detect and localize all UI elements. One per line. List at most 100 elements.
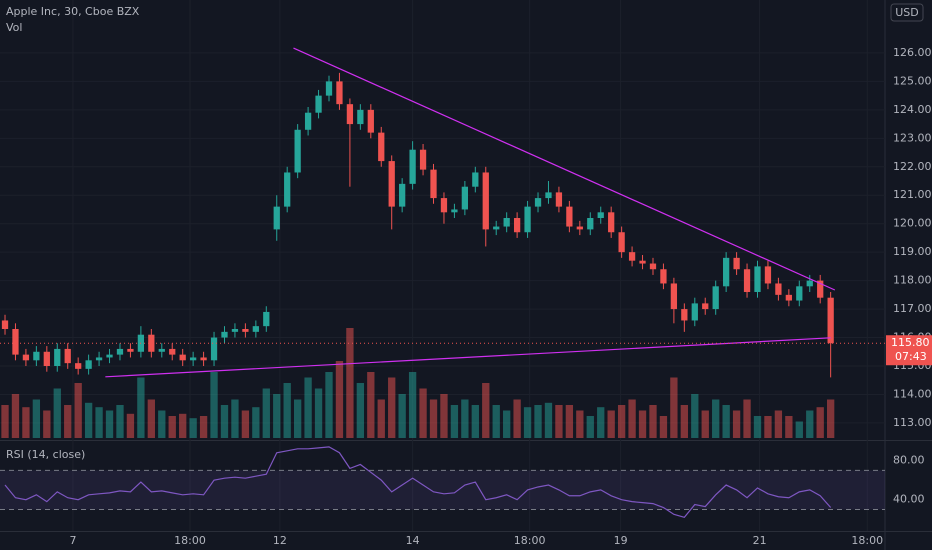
volume-bar	[670, 377, 678, 438]
candle-body	[597, 212, 604, 219]
volume-bar	[555, 405, 563, 438]
y-tick-label: 122.00	[893, 160, 932, 173]
volume-bar	[199, 416, 208, 438]
candle-body	[827, 297, 834, 344]
grid	[0, 0, 885, 531]
volume-bar	[147, 399, 155, 438]
y-tick-label: 114.00	[893, 387, 932, 400]
volume-bar	[785, 416, 793, 438]
candle-body	[785, 294, 792, 301]
candle-body	[221, 331, 228, 338]
rsi-label: RSI (14, close)	[6, 448, 85, 461]
candle-body	[775, 283, 782, 295]
volume-bar	[712, 399, 720, 438]
volume-bar	[732, 410, 741, 438]
candle-body	[200, 357, 207, 361]
candle-body	[148, 334, 155, 352]
volume-bar	[826, 399, 835, 438]
candle-body	[294, 129, 301, 173]
volume-bar	[513, 399, 521, 438]
candle-body	[378, 132, 385, 162]
y-tick-label: 123.00	[893, 131, 932, 144]
candle-body	[712, 286, 719, 310]
volume-bar	[471, 405, 479, 438]
y-tick-label: 125.00	[893, 74, 932, 87]
volume-bar	[461, 399, 469, 438]
volume-bar	[440, 394, 448, 438]
x-tick-label: 18:00	[514, 534, 546, 547]
volume-bar	[262, 388, 270, 438]
last-price-box	[886, 335, 932, 366]
candle-body	[576, 226, 583, 230]
candle-body	[754, 266, 761, 293]
rsi-tick-label: 80.00	[893, 454, 925, 467]
volume-bar	[252, 407, 260, 438]
y-tick-label: 120.00	[893, 217, 932, 230]
volume-bar	[628, 399, 636, 438]
candle-body	[367, 109, 374, 133]
volume-bar	[293, 399, 302, 438]
candle-body	[54, 348, 61, 367]
candle-body	[513, 218, 521, 233]
candle-body	[12, 329, 19, 355]
volume-bar	[179, 413, 187, 438]
x-tick-label: 18:00	[174, 534, 206, 547]
volume-bar	[576, 410, 584, 438]
candle-body	[472, 172, 479, 187]
volume-bar	[659, 416, 668, 438]
volume-bar	[11, 394, 20, 438]
candle-body	[315, 95, 322, 113]
candle-body	[336, 81, 343, 105]
plot	[1, 72, 835, 438]
candle-body	[33, 351, 40, 361]
volume-bar	[753, 416, 762, 438]
volume-bar	[43, 410, 51, 438]
chart-title: Apple Inc, 30, Cboe BZX	[6, 5, 140, 18]
volume-bar	[607, 410, 615, 438]
volume-bar	[325, 372, 333, 438]
currency-box[interactable]	[890, 3, 924, 22]
candle-body	[210, 337, 218, 361]
trendline	[293, 47, 836, 291]
candle-body	[764, 266, 772, 284]
volume-bar	[1, 405, 9, 438]
volume-bar	[816, 407, 824, 438]
candle-body	[660, 269, 667, 284]
candle-body	[461, 186, 469, 210]
volume-bar	[691, 394, 699, 438]
candle-body	[252, 326, 259, 332]
candle-body	[534, 198, 542, 207]
candle-body	[346, 104, 354, 125]
volume-bar	[314, 388, 323, 438]
volume-bar	[335, 361, 344, 438]
volume-bar	[534, 405, 542, 438]
candle-body	[419, 149, 427, 170]
candle-body	[190, 357, 197, 361]
volume-bar	[377, 399, 385, 438]
candle-body	[85, 360, 92, 369]
volume-label: Vol	[6, 21, 22, 34]
volume-bar	[806, 410, 814, 438]
volume-bar	[116, 405, 124, 438]
volume-bar	[419, 388, 427, 438]
candle-body	[691, 303, 698, 321]
volume-bar	[722, 405, 730, 438]
candle-body	[263, 311, 270, 327]
volume-bar	[210, 372, 218, 438]
candle-body	[440, 198, 448, 213]
volume-bar	[95, 407, 103, 438]
countdown: 07:43	[895, 350, 927, 363]
candle-body	[388, 161, 395, 207]
candle-body	[1, 320, 9, 330]
rsi-tick-label: 40.00	[893, 493, 925, 506]
volume-bar	[586, 416, 594, 438]
candle-body	[681, 309, 688, 321]
volume-bar	[126, 413, 135, 438]
candle-body	[242, 329, 249, 332]
currency[interactable]: USD	[895, 6, 919, 19]
volume-bar	[84, 402, 93, 438]
candle-body	[493, 226, 500, 230]
volume-bar	[795, 421, 803, 438]
volume-bar	[649, 405, 657, 438]
